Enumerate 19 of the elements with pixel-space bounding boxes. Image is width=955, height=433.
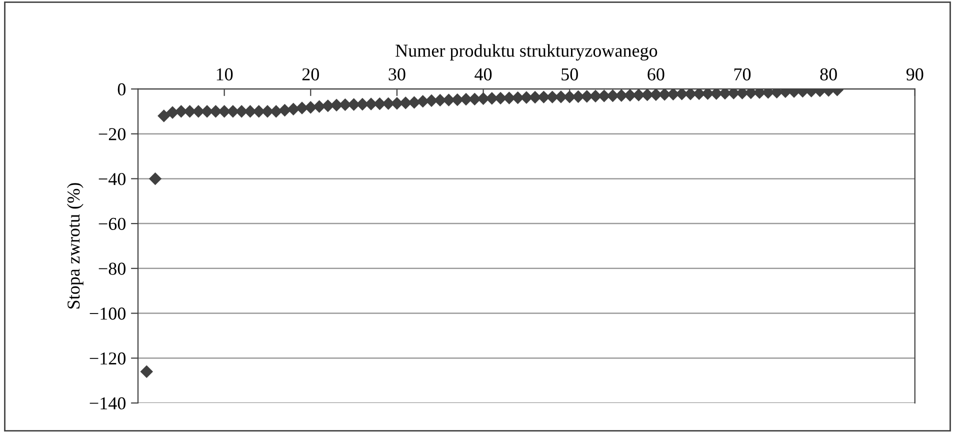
x-tick-label: 10 <box>216 68 233 80</box>
y-tick-label: −100 <box>90 308 126 320</box>
x-tick-label: 70 <box>734 68 751 80</box>
y-tick-label: −140 <box>90 397 126 410</box>
x-axis-title: Numer produktu strukturyzowanego <box>396 44 658 61</box>
y-tick-label: −80 <box>98 262 126 275</box>
y-tick-label: −60 <box>98 218 126 230</box>
x-tick-label: 50 <box>562 68 578 80</box>
x-tick-label: 20 <box>302 68 319 80</box>
y-tick-label: −20 <box>98 128 126 140</box>
x-tick-label: 30 <box>388 68 406 80</box>
x-tick-label: 40 <box>474 68 492 80</box>
y-tick-label: −120 <box>90 352 126 365</box>
x-tick-label: 90 <box>906 68 924 80</box>
x-tick-label: 60 <box>648 68 664 80</box>
y-tick-label: 0 <box>118 83 126 96</box>
y-tick-label: −40 <box>98 172 126 186</box>
y-axis-title: Stopa zwrotu (%) <box>66 183 84 308</box>
x-tick-label: 80 <box>820 68 837 80</box>
